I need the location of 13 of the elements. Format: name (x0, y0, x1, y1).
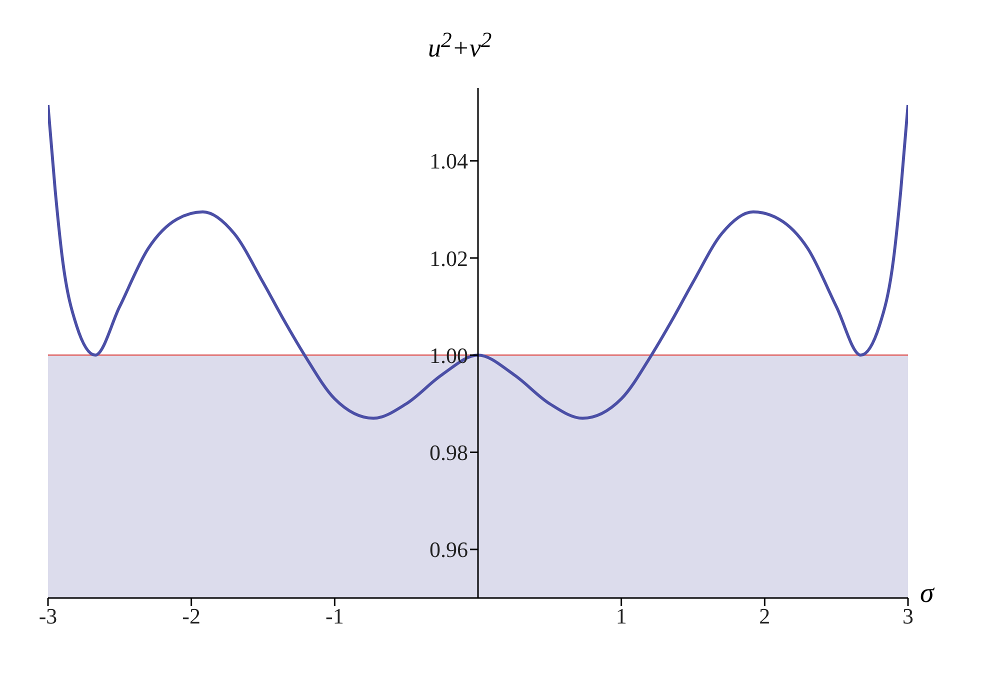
x-tick-label: -2 (182, 604, 200, 629)
y-tick-label: 0.98 (430, 440, 468, 466)
x-tick-label: 1 (616, 604, 627, 629)
y-axis-title: u$^{2}$+v$^{2}$ (428, 28, 492, 64)
x-tick-label: -1 (326, 604, 344, 629)
y-tick-label: 0.96 (430, 537, 468, 562)
x-tick-label: 2 (759, 604, 770, 629)
line-series (48, 104, 908, 420)
x-axis-title: σ (920, 578, 934, 610)
x-tick-label: -3 (38, 604, 58, 629)
y-tick-label: 1.04 (430, 148, 468, 174)
y-tick-label: 1.02 (430, 246, 468, 271)
x-tick-label: 3 (902, 604, 914, 629)
